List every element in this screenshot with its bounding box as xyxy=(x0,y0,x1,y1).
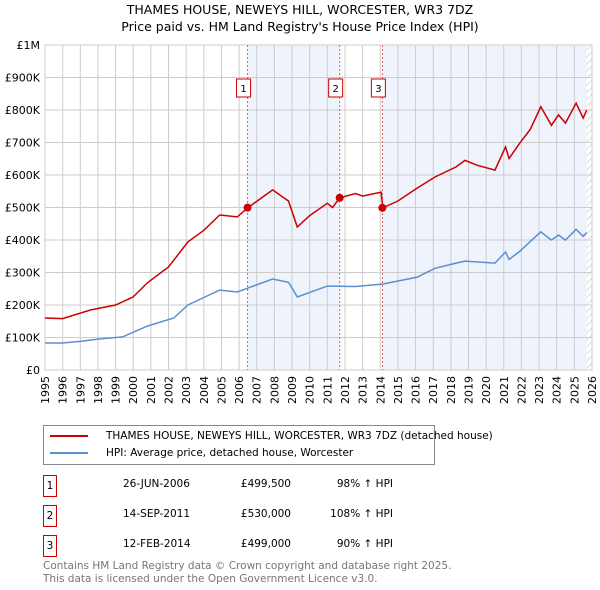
legend-label: THAMES HOUSE, NEWEYS HILL, WORCESTER, WR… xyxy=(106,430,493,442)
sale-date: 12-FEB-2014 xyxy=(123,538,191,550)
sale-row: 1 26-JUN-2006 £499,500 98% ↑ HPI xyxy=(43,475,443,497)
x-tick-label: 2004 xyxy=(198,376,211,404)
y-tick-label: £200K xyxy=(5,299,41,312)
sale-marker-label: 1 xyxy=(43,475,57,497)
footer: Contains HM Land Registry data © Crown c… xyxy=(43,560,451,585)
x-tick-label: 2015 xyxy=(392,376,405,404)
sale-price: £499,000 xyxy=(240,538,291,550)
sale-row: 2 14-SEP-2011 £530,000 108% ↑ HPI xyxy=(43,505,443,527)
y-tick-label: £1M xyxy=(17,39,41,52)
x-tick-label: 2019 xyxy=(462,376,475,404)
legend-item-hpi: HPI: Average price, detached house, Worc… xyxy=(50,445,353,461)
blue-line-swatch xyxy=(50,452,88,454)
sale-marker-box xyxy=(236,78,252,98)
x-tick-label: 2017 xyxy=(427,376,440,404)
sale-hpi: 90% ↑ HPI xyxy=(336,538,393,550)
sale-marker-label: 3 xyxy=(375,84,381,95)
y-tick-label: £300K xyxy=(5,267,41,280)
x-tick-label: 2020 xyxy=(480,376,493,404)
sale-marker-box xyxy=(370,78,386,98)
x-tick-label: 1996 xyxy=(57,376,70,404)
x-tick-label: 2001 xyxy=(145,376,158,404)
x-tick-label: 1995 xyxy=(39,376,52,404)
x-tick-label: 2009 xyxy=(286,376,299,404)
legend-label: HPI: Average price, detached house, Worc… xyxy=(106,447,354,459)
y-tick-label: £800K xyxy=(5,104,41,117)
x-tick-label: 2022 xyxy=(515,376,528,404)
x-tick-label: 2014 xyxy=(374,376,387,404)
x-tick-label: 1999 xyxy=(110,376,123,404)
sale-marker-box xyxy=(328,78,344,98)
x-tick-label: 2012 xyxy=(339,376,352,404)
x-tick-label: 2023 xyxy=(533,376,546,404)
sale-marker-label: 2 xyxy=(332,84,338,95)
chart-subtitle: Price paid vs. HM Land Registry's House … xyxy=(121,19,479,34)
y-tick-label: £0 xyxy=(26,364,40,377)
x-tick-label: 2006 xyxy=(233,376,246,404)
sale-hpi: 108% ↑ HPI xyxy=(330,508,393,520)
x-tick-label: 2008 xyxy=(268,376,281,404)
sale-point xyxy=(378,203,387,212)
price-chart: 1995 1996 1997 1998 1999 2000 2001 2002 2003 2004… xyxy=(5,39,599,404)
sale-marker-label: 1 xyxy=(240,84,246,95)
sale-point xyxy=(243,203,252,212)
x-tick-label: 2010 xyxy=(304,376,317,404)
series-line xyxy=(45,228,588,344)
y-tick-label: £600K xyxy=(5,169,41,182)
footer-line: This data is licensed under the Open Gov… xyxy=(43,572,378,585)
x-tick-label: 2026 xyxy=(586,376,599,404)
series-line xyxy=(44,101,588,320)
y-tick-label: £900K xyxy=(5,72,41,85)
x-tick-label: 2018 xyxy=(445,376,458,404)
x-tick-label: 2025 xyxy=(568,376,581,404)
chart-legend: THAMES HOUSE, NEWEYS HILL, WORCESTER, WR… xyxy=(43,425,493,465)
plot-frame xyxy=(44,44,593,371)
sale-marker-label: 3 xyxy=(43,535,57,557)
sale-price: £530,000 xyxy=(240,508,291,520)
sale-row: 3 12-FEB-2014 £499,000 90% ↑ HPI xyxy=(43,535,443,557)
x-tick-label: 2000 xyxy=(127,376,140,404)
x-tick-label: 1998 xyxy=(92,376,105,404)
x-tick-label: 1997 xyxy=(74,376,87,404)
sale-marker-label: 2 xyxy=(43,505,57,527)
legend-item-property: THAMES HOUSE, NEWEYS HILL, WORCESTER, WR… xyxy=(50,428,493,444)
y-tick-label: £100K xyxy=(5,332,41,345)
x-tick-label: 2016 xyxy=(410,376,423,404)
x-tick-label: 2003 xyxy=(180,376,193,404)
x-tick-label: 2007 xyxy=(251,376,264,404)
sale-price: £499,500 xyxy=(240,478,291,490)
y-tick-label: £500K xyxy=(5,202,41,215)
x-tick-label: 2002 xyxy=(163,376,176,404)
sale-date: 14-SEP-2011 xyxy=(123,508,191,520)
y-tick-label: £700K xyxy=(5,137,41,150)
x-tick-label: 2011 xyxy=(321,376,334,404)
x-tick-label: 2021 xyxy=(498,376,511,404)
chart-title: THAMES HOUSE, NEWEYS HILL, WORCESTER, WR… xyxy=(126,2,474,17)
x-tick-label: 2024 xyxy=(551,376,564,404)
sale-hpi: 98% ↑ HPI xyxy=(336,478,393,490)
y-tick-label: £400K xyxy=(5,234,41,247)
x-tick-label: 2013 xyxy=(357,376,370,404)
red-line-swatch xyxy=(50,435,88,437)
footer-line: Contains HM Land Registry data © Crown c… xyxy=(43,560,452,572)
sale-date: 26-JUN-2006 xyxy=(123,478,190,490)
x-tick-label: 2005 xyxy=(215,376,228,404)
sale-point xyxy=(335,193,344,202)
